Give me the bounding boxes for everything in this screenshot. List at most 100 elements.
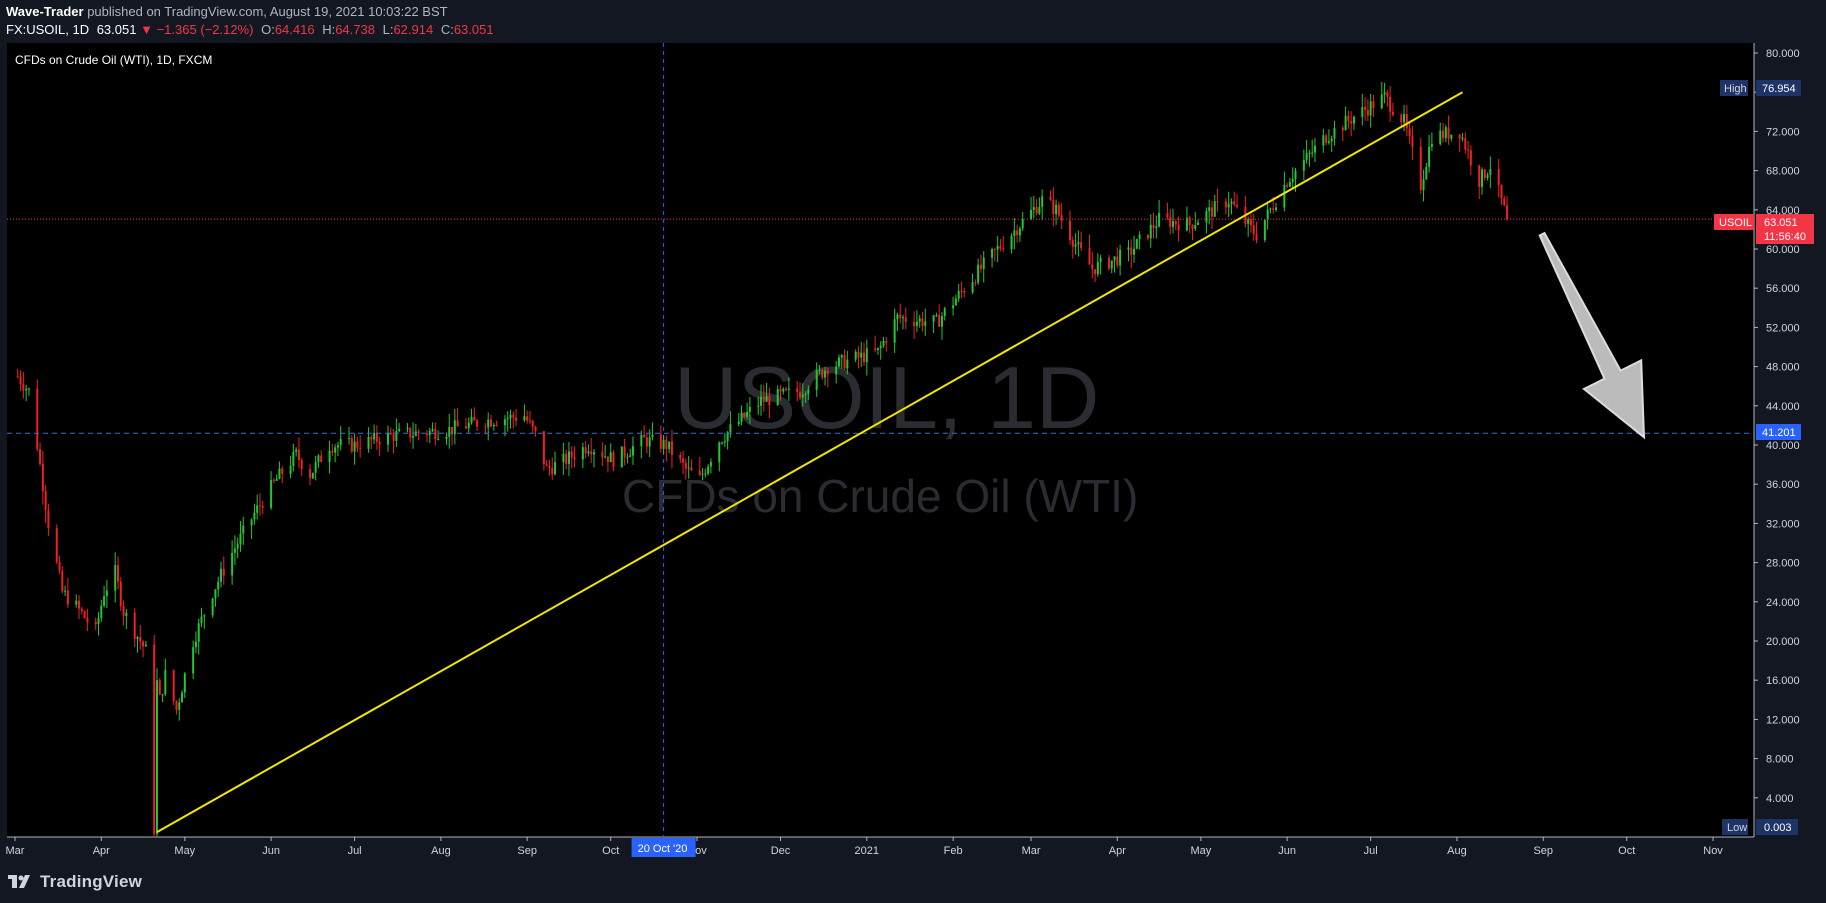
candle-body bbox=[1403, 113, 1406, 123]
crosshair-date-box bbox=[631, 838, 696, 857]
candle-body bbox=[194, 641, 197, 648]
candle-body bbox=[1247, 219, 1250, 224]
candle-body bbox=[509, 414, 512, 419]
current-value-text: 63.051 bbox=[1764, 217, 1798, 229]
candle-body bbox=[139, 637, 142, 642]
candle-body bbox=[125, 612, 128, 617]
y-tick-label: 60.000 bbox=[1766, 244, 1800, 256]
candle-body bbox=[765, 396, 768, 402]
crosshair-date-label: 20 Oct '20 bbox=[638, 843, 688, 855]
candle-body bbox=[1088, 248, 1091, 265]
candle-body bbox=[843, 355, 846, 369]
candle-body bbox=[531, 421, 534, 427]
candle-body bbox=[815, 370, 818, 390]
candle-body bbox=[100, 605, 103, 619]
candle-body bbox=[648, 437, 651, 447]
candle-body bbox=[428, 430, 431, 436]
candle-body bbox=[320, 455, 323, 462]
candle-body bbox=[256, 505, 259, 513]
candle-body bbox=[158, 680, 161, 695]
watermark-name: CFDs on Crude Oil (WTI) bbox=[622, 470, 1138, 522]
candle-body bbox=[470, 416, 473, 423]
candle-body bbox=[27, 388, 30, 390]
x-tick-label: Mar bbox=[6, 845, 25, 857]
candle-body bbox=[1038, 206, 1041, 214]
candle-body bbox=[1018, 228, 1021, 236]
candle-body bbox=[406, 427, 409, 429]
candle-body bbox=[250, 519, 253, 526]
candle-body bbox=[748, 406, 751, 412]
candle-body bbox=[105, 590, 108, 597]
candle-body bbox=[314, 462, 317, 473]
candle-body bbox=[960, 290, 963, 292]
candle-body bbox=[161, 694, 164, 696]
candle-body bbox=[16, 376, 19, 378]
candle-body bbox=[281, 468, 284, 475]
candle-body bbox=[523, 416, 526, 421]
candle-body bbox=[1380, 94, 1383, 109]
candle-body bbox=[1158, 213, 1161, 227]
candle-body bbox=[1135, 239, 1138, 249]
candle-body bbox=[1152, 224, 1155, 229]
candle-body bbox=[1419, 146, 1422, 191]
candle-body bbox=[155, 680, 158, 835]
candle-body bbox=[587, 451, 590, 454]
candle-body bbox=[785, 388, 788, 390]
watermark-symbol: USOIL, 1D bbox=[674, 348, 1099, 447]
candle-body bbox=[1283, 184, 1286, 208]
level-value-text: 41.201 bbox=[1762, 427, 1796, 439]
candle-body bbox=[1138, 234, 1141, 240]
x-tick-label: Nov bbox=[1703, 845, 1723, 857]
candle-body bbox=[1169, 217, 1172, 227]
candle-body bbox=[662, 439, 665, 449]
countdown-text: 11:56:40 bbox=[1764, 231, 1806, 243]
candle-body bbox=[1233, 201, 1236, 205]
candle-body bbox=[821, 369, 824, 378]
candle-body bbox=[451, 426, 454, 435]
candle-body bbox=[39, 449, 42, 464]
candle-body bbox=[760, 396, 763, 406]
candle-body bbox=[704, 473, 707, 475]
candle-body bbox=[97, 618, 100, 625]
candle-body bbox=[1486, 174, 1489, 178]
candle-body bbox=[554, 462, 557, 475]
candle-body bbox=[1130, 247, 1133, 255]
low-label: L: bbox=[382, 22, 394, 37]
candle-body bbox=[492, 425, 495, 427]
candle-body bbox=[545, 464, 548, 466]
candle-body bbox=[1461, 138, 1464, 140]
candle-body bbox=[1174, 221, 1177, 225]
candle-body bbox=[982, 257, 985, 269]
y-tick-label: 12.000 bbox=[1766, 714, 1800, 726]
candle-body bbox=[437, 438, 440, 440]
candle-body bbox=[679, 454, 682, 459]
candle-body bbox=[1294, 170, 1297, 180]
trendline[interactable] bbox=[156, 91, 1464, 833]
candle-body bbox=[690, 467, 693, 471]
current-tag-text: USOIL bbox=[1719, 217, 1752, 229]
down-arrow-drawing[interactable] bbox=[1538, 231, 1646, 440]
candle-body bbox=[659, 434, 662, 449]
author-name[interactable]: Wave-Trader bbox=[6, 4, 84, 19]
candle-body bbox=[1133, 248, 1136, 255]
candle-body bbox=[896, 314, 899, 320]
candle-body bbox=[300, 460, 303, 470]
tradingview-logo[interactable]: TradingView bbox=[8, 872, 142, 892]
candle-body bbox=[1483, 169, 1486, 178]
candle-body bbox=[448, 426, 451, 437]
candle-body bbox=[954, 298, 957, 306]
candle-body bbox=[1205, 211, 1208, 223]
y-tick-label: 44.000 bbox=[1766, 401, 1800, 413]
candle-body bbox=[1185, 217, 1188, 231]
candle-body bbox=[1116, 256, 1119, 266]
close-value: 63.051 bbox=[453, 22, 494, 37]
candle-body bbox=[620, 446, 623, 468]
candle-body bbox=[1497, 169, 1500, 185]
x-tick-label: Sep bbox=[1533, 845, 1553, 857]
y-tick-label: 24.000 bbox=[1766, 597, 1800, 609]
candle-body bbox=[993, 249, 996, 251]
candle-body bbox=[253, 512, 256, 520]
candle-body bbox=[606, 456, 609, 463]
candle-body bbox=[1308, 152, 1311, 154]
